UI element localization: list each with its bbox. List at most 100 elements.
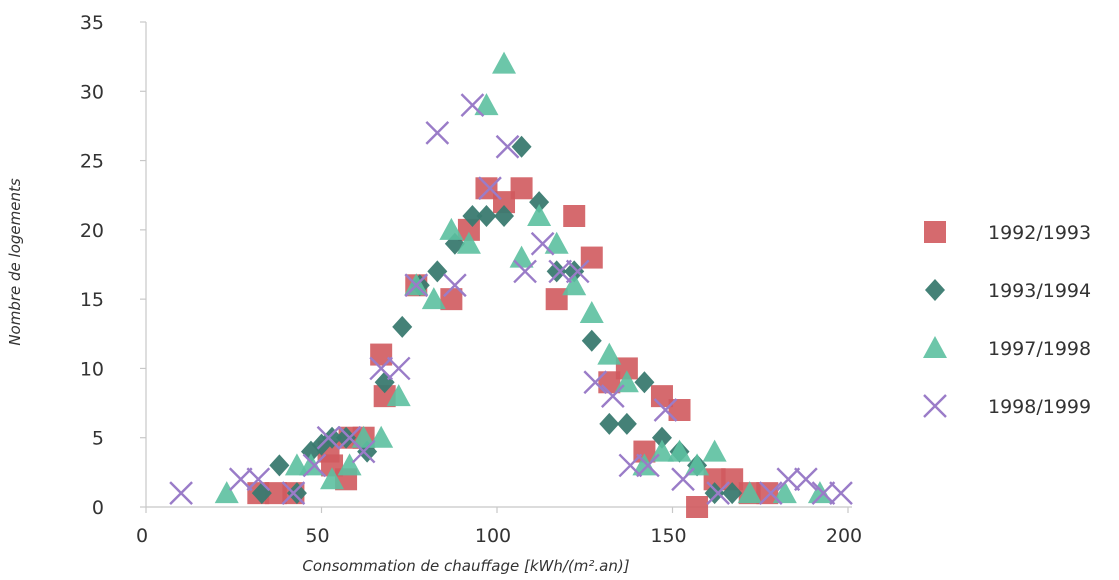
y-axis-title: Nombre de logements [6,178,24,346]
data-point [337,453,362,476]
y-tick-label: 10 [80,358,104,380]
data-point [351,439,376,464]
data-point [298,453,323,476]
data-point [513,259,537,284]
legend-label: 1993/1994 [988,280,1091,302]
data-point [475,177,498,200]
data-point [794,467,818,492]
data-point [404,273,429,298]
data-point [772,481,797,504]
data-point [722,482,743,505]
data-point [597,342,622,365]
x-tick-label: 0 [136,525,148,547]
data-point [439,217,464,240]
data-point [530,231,555,256]
data-point [511,135,532,158]
legend-marker [925,279,945,301]
data-point [336,426,357,449]
legend-marker [923,394,947,418]
data-point [545,288,568,311]
y-tick-label: 0 [92,497,104,519]
data-point [425,121,450,145]
data-point [651,426,672,449]
data-point [386,384,411,407]
data-point [618,453,643,478]
legend-marker [923,336,947,358]
data-point [667,439,692,462]
data-point [320,467,345,490]
x-tick-label: 50 [305,525,329,547]
data-point [737,481,762,504]
y-tick-label: 5 [92,428,104,450]
data-point [653,398,678,422]
data-point [548,259,573,284]
data-point [704,482,725,505]
data-point [246,467,271,492]
legend-label: 1998/1999 [988,396,1091,418]
data-point [369,425,394,448]
data-point [269,454,290,477]
x-tick-label: 150 [650,525,686,547]
y-tick-label: 30 [80,81,104,103]
data-point [758,481,783,505]
data-point [615,357,638,380]
series-4 [169,93,853,505]
y-tick-label: 35 [80,12,104,34]
data-point [706,481,730,505]
legend-label: 1997/1998 [988,338,1091,360]
data-point [228,467,253,492]
data-point [495,134,520,159]
data-point [636,453,660,478]
legend-item: 1993/1994 [925,279,1091,302]
data-point [462,205,483,227]
data-point [316,425,341,450]
data-point [476,205,497,227]
data-point [564,260,585,283]
data-point [599,412,620,435]
data-point [510,177,533,200]
data-point [668,399,691,421]
data-point [456,231,481,254]
data-point [494,205,515,227]
data-point [811,481,836,505]
x-tick-label: 200 [826,525,862,547]
data-point [369,356,394,381]
data-point [474,93,499,116]
legend-label: 1992/1993 [988,222,1091,244]
x-tick-label: 100 [475,525,511,547]
data-point [829,481,853,505]
data-point [509,245,534,268]
legend-item: 1998/1999 [923,394,1091,418]
series-3 [214,51,832,504]
data-point [427,260,448,283]
data-point [169,481,193,505]
data-point [756,482,779,505]
y-tick-label: 20 [80,220,104,242]
y-tick-label: 25 [80,151,104,173]
data-point [529,191,550,214]
data-point [546,260,567,283]
data-point [562,273,587,296]
legend-item: 1997/1998 [923,336,1091,360]
data-point [443,273,467,298]
data-point [581,329,602,352]
data-point [616,412,637,435]
data-point [671,467,695,492]
data-point [600,384,625,408]
data-point [392,315,413,338]
data-point [351,425,376,448]
data-point [632,453,657,476]
data-point [583,370,608,395]
data-point [527,204,552,226]
data-point [544,231,569,254]
legend-marker [924,221,946,243]
data-point [322,426,343,449]
x-axis-title: Consommation de chauffage [kWh/(m².an)] [302,557,629,575]
data-point [579,301,604,323]
legend: 1992/1993 1993/1994 1997/1998 1998/1999 [923,221,1091,418]
data-points [169,51,853,518]
data-point [807,481,832,504]
tick-labels: 0 5 10 15 20 25 30 35 0 50 100 150 200 [80,12,862,547]
data-point [460,93,485,117]
